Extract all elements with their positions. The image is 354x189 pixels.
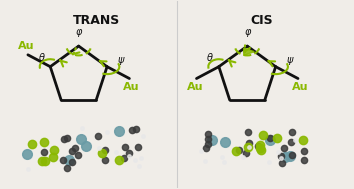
Text: Au: Au [18, 41, 34, 51]
Polygon shape [244, 48, 254, 55]
Text: ψ: ψ [286, 55, 293, 65]
Text: θ: θ [207, 53, 213, 63]
Text: Au: Au [291, 82, 308, 92]
Text: ψ: ψ [118, 55, 124, 65]
Text: θ: θ [39, 53, 45, 63]
Text: CIS: CIS [250, 14, 273, 27]
Text: Au: Au [187, 82, 203, 92]
Text: φ: φ [244, 27, 250, 37]
Text: TRANS: TRANS [73, 14, 120, 27]
Text: φ: φ [75, 27, 82, 37]
Text: Au: Au [123, 82, 139, 92]
